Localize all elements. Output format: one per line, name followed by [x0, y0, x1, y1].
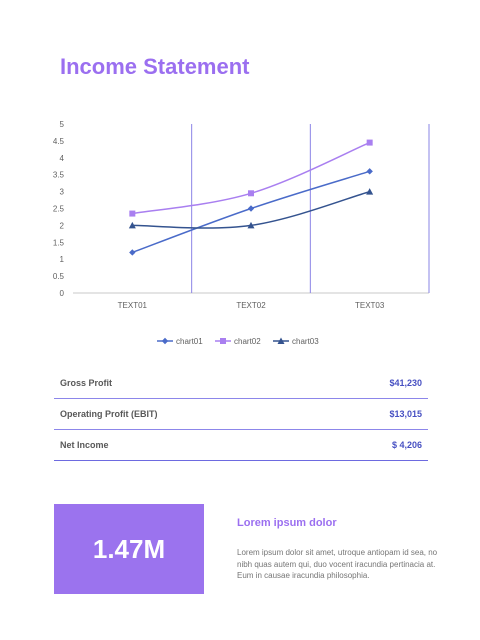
line-chart: 0 0.5 1 1.5 2 2.5 3 3.5 4 4.5 5 TEXT01 TEXT02 TEXT03 c…: [53, 120, 430, 346]
y-tick-label: 0.5: [53, 272, 65, 281]
info-body: Lorem ipsum dolor sit amet, utroque anti…: [237, 548, 438, 580]
data-point-chart02: [366, 139, 373, 146]
y-tick-label: 2: [60, 221, 65, 230]
data-point-chart02: [129, 210, 136, 217]
data-point-chart01: [366, 168, 373, 175]
row-value: $41,230: [389, 378, 422, 388]
row-label: Gross Profit: [60, 378, 113, 388]
y-tick-label: 4: [60, 154, 65, 163]
page-title: Income Statement: [60, 54, 250, 79]
row-value: $13,015: [389, 409, 422, 419]
kpi-value: 1.47M: [92, 533, 166, 564]
row-value: $ 4,206: [391, 440, 422, 450]
table-row: Gross Profit $41,230: [54, 368, 428, 399]
data-point-chart02: [248, 190, 254, 197]
x-tick-label: TEXT02: [236, 301, 266, 310]
y-tick-label: 3.5: [53, 171, 65, 180]
legend-label-chart01: chart01: [176, 337, 203, 346]
data-point-chart01: [247, 205, 255, 212]
legend-marker-chart02: [220, 338, 226, 344]
data-point-chart03: [247, 221, 255, 229]
y-tick-label: 5: [60, 120, 65, 129]
x-tick-label: TEXT03: [355, 301, 385, 310]
legend-marker-chart01: [161, 337, 169, 345]
y-tick-label: 0: [60, 289, 65, 298]
kpi-box: 1.47M: [54, 504, 204, 594]
row-label: Net Income: [60, 440, 109, 450]
x-tick-label: TEXT01: [118, 301, 148, 310]
legend-label-chart03: chart03: [292, 337, 319, 346]
data-point-chart03: [128, 221, 136, 229]
data-point-chart03: [366, 188, 374, 195]
row-label: Operating Profit (EBIT): [60, 409, 158, 419]
y-tick-label: 1.5: [53, 238, 65, 247]
legend-marker-chart03: [277, 337, 285, 344]
y-tick-label: 1: [60, 255, 65, 264]
series-line-chart01: [132, 170, 370, 254]
data-point-chart01: [129, 249, 136, 256]
y-tick-label: 2.5: [53, 205, 65, 214]
y-tick-label: 4.5: [53, 137, 65, 146]
financial-summary-table: Gross Profit $41,230 Operating Profit (E…: [54, 368, 428, 461]
table-row: Operating Profit (EBIT) $13,015: [54, 399, 428, 430]
info-title: Lorem ipsum dolor: [237, 517, 337, 529]
y-tick-label: 3: [60, 188, 65, 197]
table-row: Net Income $ 4,206: [54, 430, 428, 461]
legend-label-chart02: chart02: [234, 337, 261, 346]
